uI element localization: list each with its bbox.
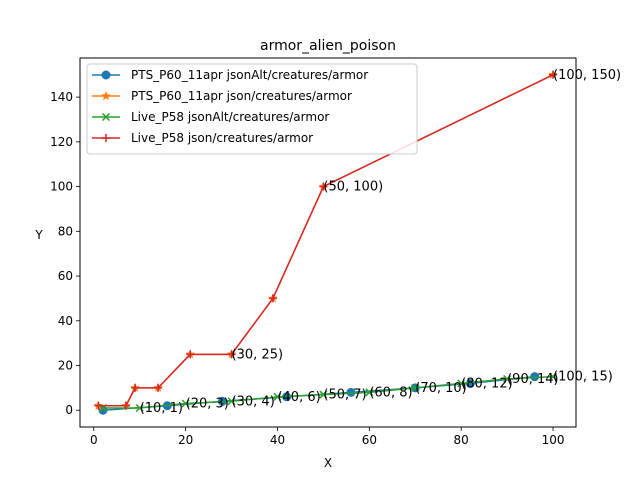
y-tick-label: 140 [50,90,73,104]
legend-marker [102,134,110,142]
data-point [457,379,466,388]
axes-frame [79,57,577,428]
data-point [131,383,140,392]
x-tick-label: 0 [90,433,98,447]
data-label: (10, 1) [140,401,183,416]
data-label: (90, 14) [507,372,558,387]
x-axis: 0 20 40 60 80 100 [90,427,565,447]
series-3 [94,70,558,410]
series-2 [98,372,558,413]
y-tick-label: 40 [58,314,73,328]
data-point [94,401,103,410]
legend-marker [101,90,111,101]
data-point [135,403,144,413]
data-label: (40, 6) [277,390,320,405]
data-label: (80, 12) [461,376,513,391]
legend-item: Live_P58 jsonAlt/creatures/armor [92,110,329,124]
data-point [319,390,328,399]
legend-marker [101,112,111,122]
x-tick-label: 40 [270,433,285,447]
x-axis-label: X [324,456,332,470]
data-label: (50, 100) [323,180,383,195]
data-point [319,182,328,191]
y-tick-label: 60 [58,269,73,283]
y-tick-label: 120 [50,135,73,149]
data-label: (30, 25) [232,347,283,362]
y-tick-label: 80 [58,224,73,238]
legend-item: PTS_P60_11apr json/creatures/armor [92,89,352,103]
legend-marker [101,70,111,80]
data-point [181,399,190,408]
legend-label: PTS_P60_11apr jsonAlt/creatures/armor [131,68,368,82]
x-tick-label: 100 [542,433,565,447]
data-point [186,350,195,359]
y-tick-label: 0 [65,403,73,417]
legend-label: Live_P58 json/creatures/armor [131,131,313,145]
data-label: (70, 10) [415,381,467,396]
data-point [365,388,374,397]
annotations: (10, 1) (20, 3) (30, 4) (40, 6) (50, 7) (60, … [140,68,621,416]
y-axis: 0 20 40 60 80 100 120 140 [50,90,80,417]
y-tick-label: 20 [58,359,73,373]
chart-title: armor_alien_poison [260,38,396,54]
legend-label: Live_P58 jsonAlt/creatures/armor [131,110,329,124]
data-point [549,372,558,381]
legend-box [86,63,418,155]
legend: PTS_P60_11apr jsonAlt/creatures/armor PTS… [86,63,418,155]
data-point [273,392,282,401]
legend-item: Live_P58 json/creatures/armor [92,131,313,145]
data-point [549,70,558,79]
x-tick-label: 60 [362,433,377,447]
data-point [121,401,130,410]
data-point [268,294,277,303]
data-label: (100, 15) [553,370,613,385]
x-tick-label: 80 [454,433,469,447]
data-label: (30, 4) [232,394,275,409]
data-label: (20, 3) [186,397,229,412]
data-label: (60, 8) [369,385,412,400]
data-point [227,350,236,359]
data-label: (100, 150) [553,68,621,83]
data-point [154,383,163,392]
data-point [227,397,236,406]
plot-area: (10, 1) (20, 3) (30, 4) (40, 6) (50, 7) (60, … [93,68,621,416]
data-point [503,374,512,383]
y-axis-label: Y [34,228,43,242]
x-tick-label: 20 [178,433,193,447]
data-label: (50, 7) [323,388,366,403]
legend-label: PTS_P60_11apr json/creatures/armor [131,89,352,103]
y-tick-label: 100 [50,180,73,194]
legend-item: PTS_P60_11apr jsonAlt/creatures/armor [92,68,368,82]
data-point [411,383,420,392]
